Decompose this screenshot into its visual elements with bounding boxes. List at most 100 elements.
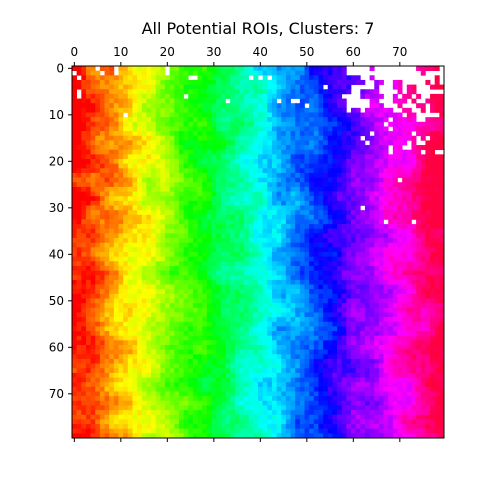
heatmap-cell [137, 238, 142, 243]
heatmap-cell [119, 247, 124, 252]
heatmap-cell [221, 233, 226, 238]
heatmap-cell [114, 275, 119, 280]
heatmap-cell [328, 215, 333, 220]
heatmap-cell [160, 173, 165, 178]
heatmap-cell [132, 140, 137, 145]
heatmap-cell [198, 210, 203, 215]
heatmap-cell [221, 173, 226, 178]
heatmap-cell [291, 359, 296, 364]
heatmap-cell [323, 364, 328, 369]
heatmap-cell [128, 271, 133, 276]
heatmap-cell [249, 350, 254, 355]
heatmap-cell [249, 261, 254, 266]
heatmap-cell [91, 229, 96, 234]
heatmap-cell [435, 131, 440, 136]
heatmap-cell [430, 326, 435, 331]
heatmap-cell [258, 94, 263, 99]
heatmap-cell [216, 122, 221, 127]
heatmap-cell [286, 271, 291, 276]
heatmap-cell [156, 247, 161, 252]
heatmap-cell [198, 280, 203, 285]
heatmap-cell [425, 322, 430, 327]
heatmap-cell [384, 154, 389, 159]
heatmap-cell [356, 136, 361, 141]
heatmap-cell [188, 243, 193, 248]
heatmap-cell [277, 164, 282, 169]
heatmap-cell [300, 85, 305, 90]
heatmap-cell [114, 85, 119, 90]
heatmap-cell [221, 215, 226, 220]
heatmap-cell [119, 285, 124, 290]
heatmap-cell [435, 210, 440, 215]
heatmap-cell [318, 266, 323, 271]
heatmap-cell [430, 224, 435, 229]
heatmap-cell [267, 299, 272, 304]
heatmap-cell [188, 168, 193, 173]
heatmap-cell [314, 192, 319, 197]
heatmap-cell [272, 285, 277, 290]
heatmap-cell [435, 187, 440, 192]
heatmap-cell [388, 164, 393, 169]
heatmap-cell [370, 145, 375, 150]
heatmap-cell [393, 294, 398, 299]
heatmap-cell [430, 94, 435, 99]
heatmap-cell [337, 136, 342, 141]
heatmap-cell [91, 275, 96, 280]
heatmap-cell [328, 266, 333, 271]
heatmap-cell [165, 271, 170, 276]
heatmap-cell [91, 317, 96, 322]
heatmap-cell [286, 99, 291, 104]
heatmap-cell [314, 108, 319, 113]
heatmap-cell [263, 317, 268, 322]
heatmap-cell [295, 252, 300, 257]
heatmap-cell [114, 350, 119, 355]
heatmap-cell [295, 75, 300, 80]
heatmap-cell [346, 275, 351, 280]
heatmap-cell [207, 103, 212, 108]
heatmap-cell [72, 247, 77, 252]
heatmap-cell [81, 168, 86, 173]
heatmap-cell [379, 150, 384, 155]
heatmap-cell [393, 215, 398, 220]
heatmap-cell [346, 312, 351, 317]
heatmap-cell [416, 280, 421, 285]
heatmap-cell [267, 224, 272, 229]
heatmap-cell [91, 150, 96, 155]
heatmap-cell [193, 340, 198, 345]
heatmap-cell [100, 103, 105, 108]
heatmap-cell [402, 219, 407, 224]
heatmap-cell [258, 196, 263, 201]
heatmap-cell [165, 164, 170, 169]
heatmap-cell [374, 122, 379, 127]
heatmap-cell [411, 275, 416, 280]
heatmap-cell [309, 210, 314, 215]
heatmap-cell [407, 354, 412, 359]
heatmap-cell [253, 289, 258, 294]
heatmap-cell [184, 252, 189, 257]
heatmap-cell [258, 238, 263, 243]
heatmap-cell [109, 85, 114, 90]
heatmap-cell [360, 350, 365, 355]
heatmap-cell [295, 303, 300, 308]
heatmap-cell [128, 145, 133, 150]
heatmap-cell [435, 243, 440, 248]
heatmap-cell [356, 345, 361, 350]
heatmap-cell [253, 345, 258, 350]
heatmap-cell [277, 219, 282, 224]
heatmap-cell [267, 303, 272, 308]
heatmap-cell [230, 94, 235, 99]
heatmap-cell [309, 261, 314, 266]
heatmap-cell [128, 261, 133, 266]
heatmap-cell [230, 187, 235, 192]
heatmap-cell [332, 326, 337, 331]
heatmap-cell [277, 187, 282, 192]
heatmap-cell [425, 354, 430, 359]
heatmap-cell [416, 122, 421, 127]
heatmap-cell [244, 354, 249, 359]
heatmap-cell [151, 201, 156, 206]
heatmap-cell [272, 103, 277, 108]
heatmap-cell [281, 210, 286, 215]
heatmap-cell [411, 196, 416, 201]
heatmap-cell [328, 354, 333, 359]
heatmap-cell [277, 182, 282, 187]
